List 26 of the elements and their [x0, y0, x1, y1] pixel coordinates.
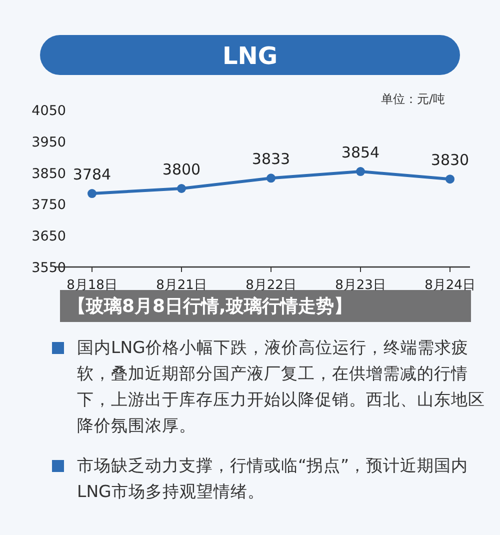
x-tick-label: 8月22日 [246, 278, 296, 293]
x-tick-label: 8月21日 [156, 278, 207, 293]
data-label: 3784 [72, 166, 112, 184]
data-label: 3800 [162, 160, 201, 178]
text: 市场缺乏动力支撑，行情或临“拐点”，预计近期国内LNG市场多持观望情绪。 [76, 455, 470, 503]
point [88, 189, 96, 198]
y-tick-label: 3850 [32, 166, 66, 182]
point [266, 174, 276, 183]
text: 单位：元/吨 [380, 92, 445, 106]
chart-title: LNG [222, 42, 278, 70]
y-tick-label: 3950 [32, 134, 66, 150]
point [356, 167, 365, 176]
data-label: 3833 [252, 150, 290, 168]
y-tick-label: 3650 [32, 228, 66, 245]
x-tick-label: 8月23日 [335, 278, 386, 293]
y-tick-label: 3550 [32, 260, 66, 276]
point [177, 184, 186, 193]
text: 国内LNG价格小幅下跌，液价高位运行，终端需求疲软，叠加近期部分国产液厂复工，在供增需减的行情下，上游出于库存压力开始以降促销。西北、山东地区降价氛围浓厚。 [76, 337, 486, 437]
x-tick-label: 8月18日 [66, 278, 118, 293]
data-label: 3854 [341, 144, 380, 162]
text: 【玻璃8月8日行情,玻璃行情走势】 [68, 296, 352, 317]
data-label: 3830 [430, 151, 470, 170]
y-tick-label: 3750 [32, 197, 66, 214]
x-tick-label: 8月24日 [424, 278, 476, 293]
y-tick-label: 4050 [32, 103, 66, 119]
point [446, 174, 454, 184]
